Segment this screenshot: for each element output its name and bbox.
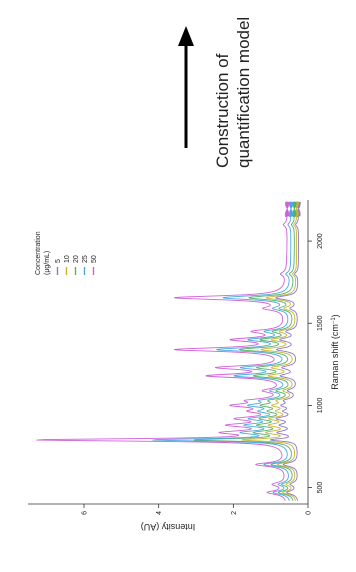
legend-label: 5 bbox=[55, 259, 62, 263]
y-tick-label: 0 bbox=[306, 511, 313, 515]
x-tick-label: 1500 bbox=[317, 315, 324, 331]
y-tick-label: 2 bbox=[231, 511, 238, 515]
plot-area: 500 1000 1500 2000 0 2 4 6 Raman shift (cm−1) Int… bbox=[28, 200, 340, 532]
x-tick-label: 2000 bbox=[317, 233, 324, 249]
y-tick-label: 4 bbox=[156, 511, 163, 515]
legend-title-unit: (μg/mL) bbox=[44, 251, 51, 275]
chart: 500 1000 1500 2000 0 2 4 6 Raman shift (cm−1) Int… bbox=[28, 200, 340, 532]
legend-label: 20 bbox=[73, 255, 80, 263]
series-line-20 bbox=[193, 201, 297, 501]
legend-label: 50 bbox=[91, 255, 98, 263]
legend-label: 10 bbox=[64, 255, 71, 263]
legend-title: Concentration bbox=[35, 231, 42, 275]
annotation-line1: Construction of bbox=[213, 53, 232, 168]
arrow-head bbox=[178, 26, 194, 46]
legend-label: 25 bbox=[82, 255, 89, 263]
x-tick-label: 1000 bbox=[317, 398, 324, 414]
x-axis-label: Raman shift (cm−1) bbox=[330, 314, 340, 389]
y-axis-label: Intensity (AU) bbox=[141, 522, 196, 532]
series-line-5 bbox=[269, 201, 301, 501]
annotation-line2: quantification model bbox=[234, 17, 253, 168]
x-tick-label: 500 bbox=[317, 482, 324, 494]
series-line-25 bbox=[152, 201, 294, 501]
legend: Concentration (μg/mL) 5 10 20 25 50 bbox=[35, 231, 98, 275]
y-tick-label: 6 bbox=[82, 511, 89, 515]
series-line-10 bbox=[241, 201, 300, 501]
series-line-50 bbox=[36, 201, 290, 501]
annotation-group: Construction of quantification model bbox=[178, 17, 253, 168]
